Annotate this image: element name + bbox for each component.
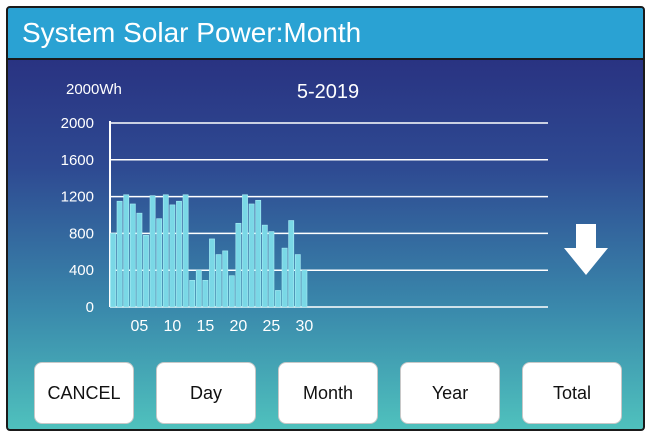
bar-day-1 xyxy=(110,233,116,308)
year-button[interactable]: Year xyxy=(400,362,500,424)
y-tick-label: 2000 xyxy=(61,115,94,132)
bar-day-13 xyxy=(189,280,196,308)
title-bar: System Solar Power:Month xyxy=(8,8,643,60)
bar-day-27 xyxy=(281,247,288,308)
bar-day-4 xyxy=(129,203,136,308)
bar-day-5 xyxy=(136,212,143,308)
x-tick-label: 20 xyxy=(230,318,248,335)
bar-day-11 xyxy=(176,200,182,308)
x-tick-label: 15 xyxy=(197,318,215,335)
bar-day-25 xyxy=(268,231,275,308)
arrow-down-icon[interactable] xyxy=(564,224,608,275)
bar-day-6 xyxy=(143,234,149,308)
x-tick-label: 05 xyxy=(131,318,149,335)
bar-day-3 xyxy=(123,194,130,308)
bar-day-10 xyxy=(169,204,176,308)
bar-day-22 xyxy=(248,203,255,308)
bar-day-26 xyxy=(275,290,281,308)
bar-day-14 xyxy=(195,269,202,308)
x-tick-label: 10 xyxy=(164,318,182,335)
y-tick-label: 1200 xyxy=(61,189,94,206)
bar-day-20 xyxy=(235,222,242,308)
y-tick-label: 1600 xyxy=(61,152,94,169)
bar-day-23 xyxy=(255,199,262,308)
y-tick-label: 400 xyxy=(69,262,94,279)
total-button[interactable]: Total xyxy=(522,362,622,424)
bar-day-19 xyxy=(228,275,235,308)
y-tick-label: 800 xyxy=(69,225,94,242)
y-tick-label: 0 xyxy=(86,299,94,316)
bar-day-8 xyxy=(156,218,163,308)
x-tick-label: 30 xyxy=(296,318,314,335)
screen-frame: System Solar Power:Month 2000Wh 5-2019 0 40… xyxy=(6,6,645,431)
bar-day-12 xyxy=(182,194,189,308)
monthly-power-chart: 2000Wh 5-2019 0 400 800 1200 1600 2000 05 10 15 20 2… xyxy=(61,81,608,335)
bar-day-9 xyxy=(162,194,169,308)
day-button[interactable]: Day xyxy=(156,362,256,424)
bar-day-16 xyxy=(209,238,215,308)
bar-day-28 xyxy=(288,220,295,308)
bar-day-15 xyxy=(202,280,209,308)
bar-day-24 xyxy=(261,224,268,308)
bar-day-2 xyxy=(116,200,123,308)
y-unit-label: 2000Wh xyxy=(66,81,122,98)
bar-day-17 xyxy=(215,254,222,308)
bar-day-30 xyxy=(301,269,308,308)
chart-title: 5-2019 xyxy=(297,81,359,103)
bar-day-21 xyxy=(242,194,248,308)
screen-title: System Solar Power:Month xyxy=(22,17,362,48)
bar-day-29 xyxy=(294,254,301,308)
x-tick-label: 25 xyxy=(263,318,281,335)
bar-day-18 xyxy=(222,250,229,308)
month-button[interactable]: Month xyxy=(278,362,378,424)
cancel-button[interactable]: CANCEL xyxy=(34,362,134,424)
bar-day-7 xyxy=(149,195,156,308)
